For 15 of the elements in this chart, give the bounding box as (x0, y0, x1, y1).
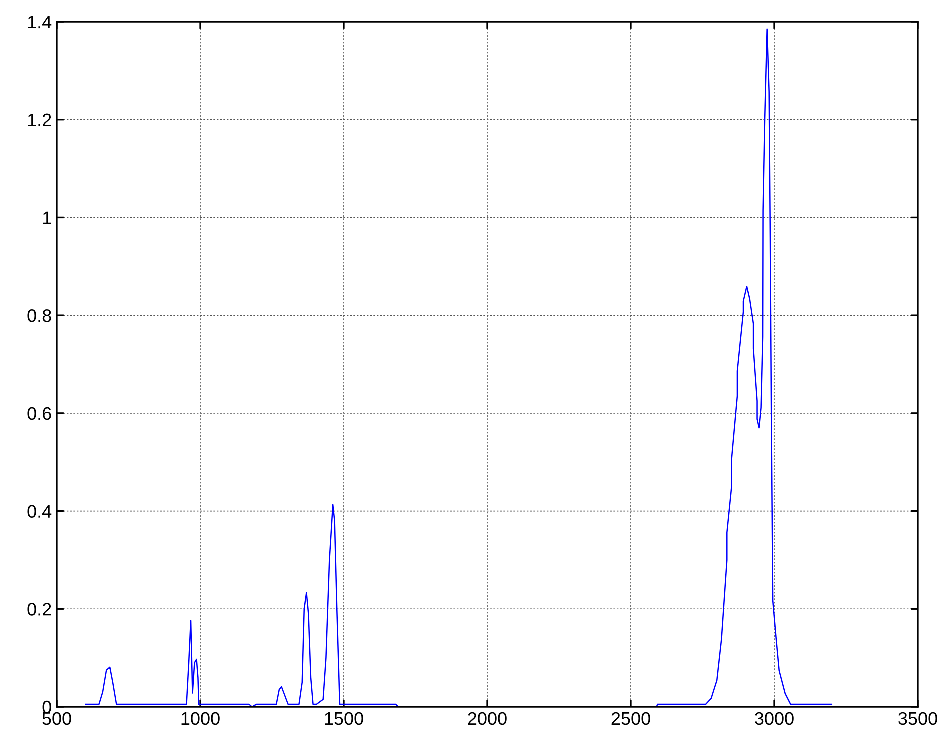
x-tick-label: 1000 (182, 712, 220, 726)
x-tick-label: 2000 (468, 712, 507, 726)
x-tick-label: 3500 (898, 712, 938, 726)
y-tick-label: 1 (43, 212, 52, 224)
y-tick-label: 0.8 (28, 310, 52, 322)
y-tick-label: 1.4 (28, 16, 52, 29)
y-tick-label: 0.2 (28, 603, 52, 616)
y-tick-label: 0.4 (28, 505, 52, 518)
x-tick-label: 3000 (755, 712, 794, 726)
line-series (85, 28, 833, 707)
x-tick-label: 500 (42, 712, 72, 726)
x-tick-label: 1500 (325, 712, 364, 726)
x-tick-label: 2500 (612, 712, 650, 726)
y-tick-label: 0.6 (28, 407, 52, 420)
y-tick-label: 1.2 (28, 114, 52, 126)
